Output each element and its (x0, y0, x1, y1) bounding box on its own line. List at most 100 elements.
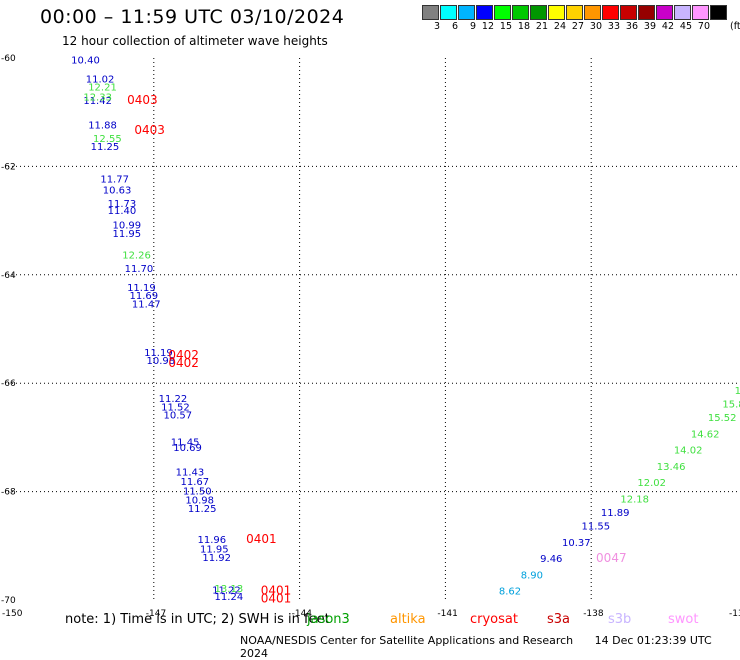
legend-swatch (566, 5, 583, 20)
wave-height-label: 11.88 (88, 120, 117, 131)
wave-height-label: 10.37 (562, 538, 591, 549)
legend-label: 15 (499, 21, 512, 32)
wave-height-label: 11.70 (125, 264, 154, 275)
satellite-label-jason3: jason3 (307, 612, 350, 627)
wave-height-label: 10.57 (164, 410, 193, 421)
legend-swatch (620, 5, 637, 20)
wave-height-label: 12.55 (93, 134, 122, 145)
wave-height-label: 11.52 (161, 402, 190, 413)
wave-height-label: 11.45 (171, 438, 200, 449)
wave-height-label: 12.33 (83, 92, 112, 103)
legend-label: 12 (481, 21, 494, 32)
wave-height-label: 12.18 (620, 494, 649, 505)
legend-label: 27 (571, 21, 584, 32)
wave-height-label: 11.77 (100, 175, 129, 186)
wave-height-label: 11.69 (130, 291, 159, 302)
satellite-label-altika: altika (390, 612, 426, 627)
legend-label: 18 (517, 21, 530, 32)
note-text: note: 1) Time is in UTC; 2) SWH is in fe… (65, 612, 330, 627)
pass-time-label: 0402 (168, 348, 199, 362)
wave-height-label: 11.92 (202, 553, 231, 564)
wave-height-label: 10.98 (147, 356, 176, 367)
legend-label: 42 (661, 21, 674, 32)
wave-height-label: 15.87 (722, 400, 740, 411)
wave-height-label: 10.40 (71, 55, 100, 66)
legend-label: 6 (451, 21, 458, 32)
wave-height-label: 11.96 (198, 535, 227, 546)
wave-height-label: 8.62 (499, 587, 521, 598)
wave-height-label: 11.67 (181, 477, 210, 488)
pass-time-label: 0401 (261, 592, 292, 606)
pass-time-label: 0402 (168, 356, 199, 370)
pass-time-label: 0403 (127, 93, 158, 107)
legend-swatch (440, 5, 457, 20)
x-tick-label: -150 (2, 609, 23, 619)
wave-height-label: 11.40 (108, 206, 137, 217)
y-tick-label: -64 (1, 271, 16, 281)
wave-height-label: 11.24 (215, 592, 244, 603)
x-tick-label: -147 (146, 609, 166, 619)
legend-label: 3 (433, 21, 440, 32)
wave-height-label: 8.90 (521, 570, 543, 581)
page-subtitle: 12 hour collection of altimeter wave hei… (62, 34, 328, 48)
wave-height-label: 11.25 (91, 142, 120, 153)
legend-swatch (494, 5, 511, 20)
pass-time-label: 0047 (596, 551, 627, 565)
legend-swatch (422, 5, 439, 20)
wave-height-label: 12.02 (637, 478, 666, 489)
legend-label: 45 (679, 21, 692, 32)
pass-time-label: 0401 (261, 584, 292, 598)
y-tick-label: -68 (1, 488, 16, 498)
legend-swatches (422, 5, 728, 20)
wave-height-label: 11.42 (83, 96, 112, 107)
legend-label: 9 (469, 21, 476, 32)
legend-label: 33 (607, 21, 620, 32)
y-tick-label: -70 (1, 596, 16, 606)
wave-height-label: 9.46 (540, 554, 562, 565)
y-tick-label: -62 (1, 162, 16, 172)
wave-height-label: 10.69 (173, 443, 202, 454)
wave-height-label: 14.02 (674, 446, 703, 457)
legend-swatch (458, 5, 475, 20)
wave-height-label: 12.21 (88, 83, 117, 94)
page-title: 00:00 – 11:59 UTC 03/10/2024 (40, 6, 345, 28)
legend-label: 36 (625, 21, 638, 32)
wave-height-label: 15.96 (735, 386, 740, 397)
legend-unit: (ft) (730, 21, 740, 32)
legend-swatch (692, 5, 709, 20)
pass-time-label: 0401 (246, 532, 277, 546)
legend-label: 24 (553, 21, 566, 32)
legend-label: 39 (643, 21, 656, 32)
wave-height-label: 11.22 (212, 585, 241, 596)
wave-height-label: 11.19 (144, 348, 173, 359)
wave-height-label: 11.89 (601, 508, 630, 519)
wave-height-label: 10.99 (112, 221, 141, 232)
wave-height-label: 12.26 (122, 251, 151, 262)
satellite-label-s3b: s3b (608, 612, 632, 627)
legend-swatch (710, 5, 727, 20)
wave-height-label: 14.62 (691, 429, 720, 440)
wave-height-label: 13.13 (215, 584, 244, 595)
footer-org: NOAA/NESDIS Center for Satellite Applica… (240, 634, 574, 647)
wave-height-label: 11.02 (86, 74, 115, 85)
wave-height-label: 13.46 (657, 462, 686, 473)
y-tick-label: -66 (1, 379, 16, 389)
wave-height-label: 11.73 (108, 199, 137, 210)
legend-swatch (512, 5, 529, 20)
legend-swatch (530, 5, 547, 20)
legend-swatch (638, 5, 655, 20)
wave-height-label: 11.55 (581, 522, 610, 533)
wave-height-label: 11.43 (176, 467, 205, 478)
legend-labels: 3 6 9 12 15 18 21 24 27 30 33 36 39 42 45 70 (422, 21, 728, 32)
legend-label: 21 (535, 21, 548, 32)
x-tick-label: -144 (292, 609, 313, 619)
wave-height-label: 11.19 (127, 283, 156, 294)
wave-height-label: 11.25 (188, 504, 217, 515)
legend-swatch (602, 5, 619, 20)
legend-label: 70 (697, 21, 710, 32)
x-tick-label: -135 (729, 609, 740, 619)
pass-time-label: 0403 (134, 123, 165, 137)
wave-height-label: 11.95 (200, 544, 229, 555)
y-tick-label: -60 (1, 54, 16, 64)
